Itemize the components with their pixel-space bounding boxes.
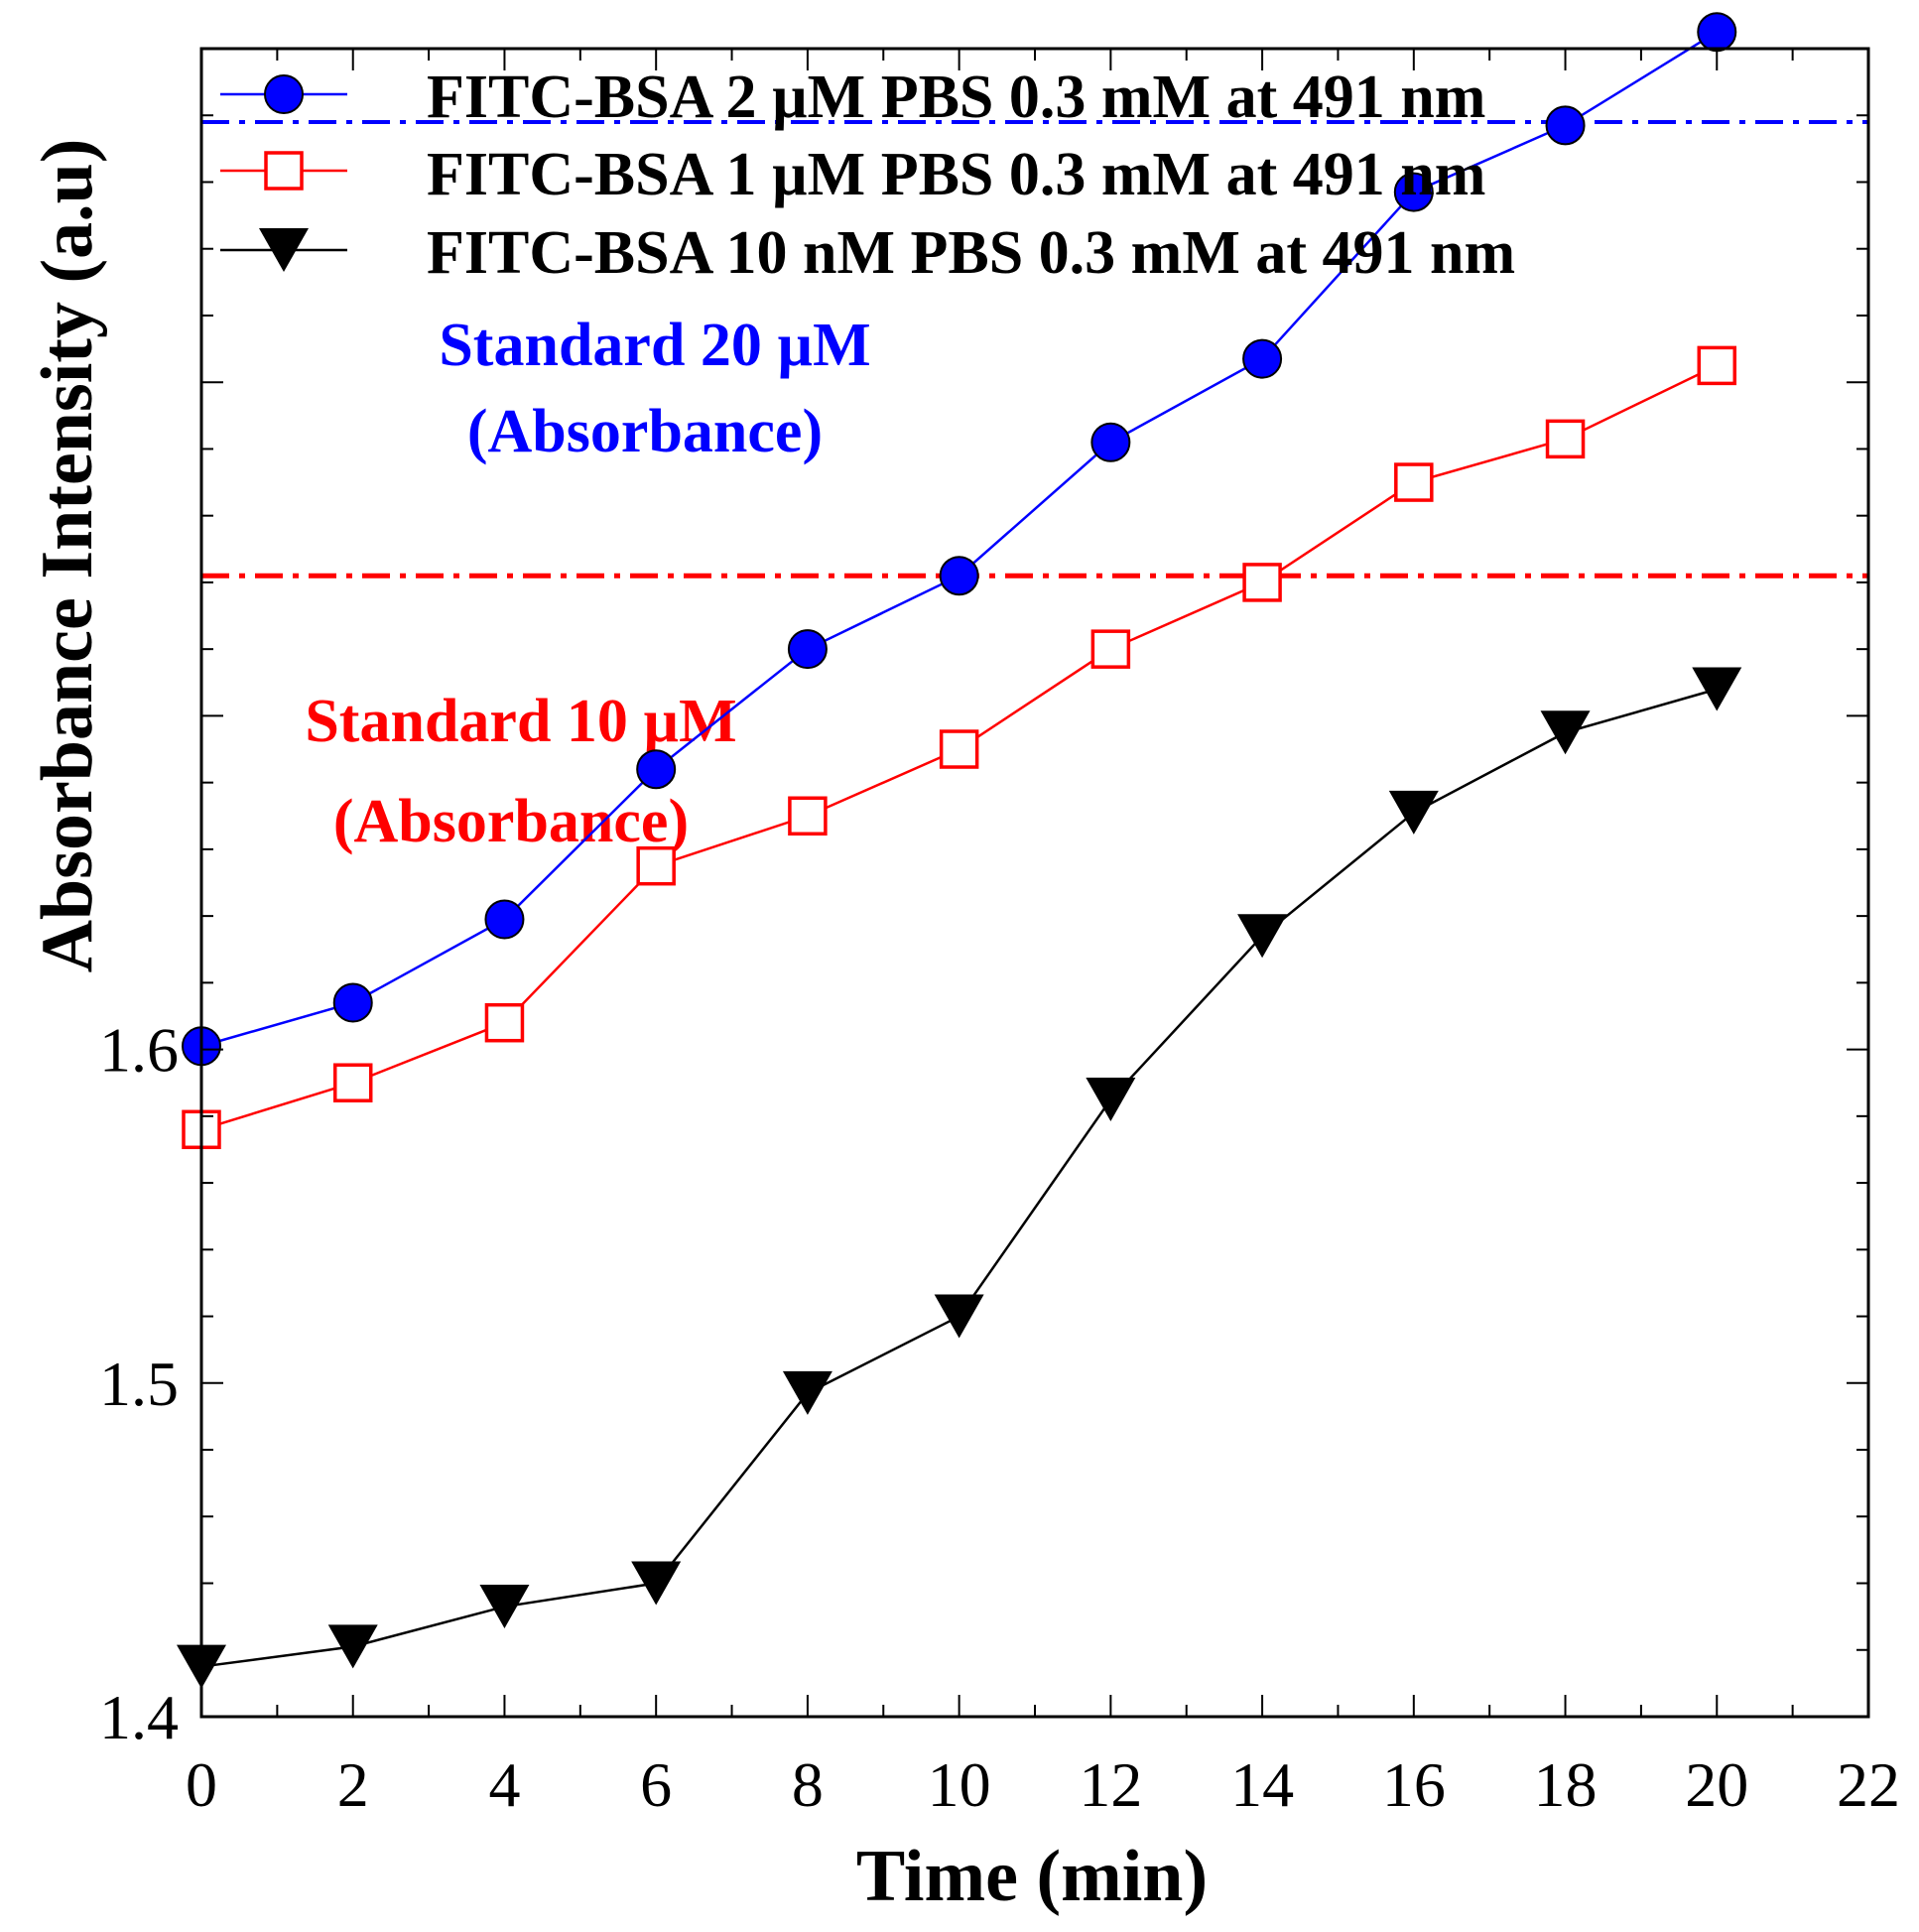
series-1-point: [484, 899, 525, 940]
series-2-point: [788, 796, 828, 837]
x-tick-label: 6: [640, 1749, 672, 1820]
series-2-point: [636, 845, 676, 886]
x-tick-label: 2: [337, 1749, 369, 1820]
x-ticks: [200, 49, 1869, 1717]
series-2-point: [1545, 419, 1586, 459]
y-axis-title: Absorbance Intensity (a.u): [27, 139, 108, 973]
series-1-point: [332, 982, 373, 1023]
series-3-point: [1388, 790, 1439, 835]
series-3-point: [934, 1294, 984, 1339]
legend-label-series-1: FITC-BSA 2 µM PBS 0.3 mM at 491 nm: [427, 64, 1485, 131]
series-3-point: [1237, 914, 1288, 959]
plot-frame: [199, 47, 1870, 1719]
series-3-point: [631, 1561, 682, 1606]
series-2-point: [484, 1002, 525, 1043]
x-tick-label: 12: [1079, 1749, 1142, 1820]
ref-20-label-line1: Standard 20 µM: [439, 312, 870, 379]
legend-label-series-3: FITC-BSA 10 nM PBS 0.3 mM at 491 nm: [427, 219, 1515, 287]
y-tick-labels: 1.4 1.5 1.6: [99, 1015, 179, 1752]
x-tick-label: 8: [792, 1749, 824, 1820]
legend-markers: [259, 74, 309, 272]
y-tick-label: 1.4: [99, 1682, 179, 1752]
y-tick-label: 1.6: [99, 1015, 179, 1086]
series-2-point: [1242, 563, 1282, 602]
series-3-point: [327, 1624, 378, 1669]
y-tick-label: 1.5: [99, 1349, 179, 1419]
series-2-point: [1090, 629, 1131, 669]
series-1-point: [636, 749, 677, 790]
x-tick-label: 18: [1534, 1749, 1598, 1820]
axes: 0 2 4 6 8 10 12 14 16 18 20 22 1.4 1.5 1.6: [99, 47, 1900, 1820]
x-tick-label: 20: [1685, 1749, 1748, 1820]
reference-lines: [201, 119, 1868, 579]
x-tick-label: 14: [1230, 1749, 1294, 1820]
series-2-point: [332, 1063, 373, 1102]
series-1-point: [1545, 105, 1586, 146]
series-1-point: [1697, 12, 1737, 53]
x-tick-label: 0: [186, 1749, 217, 1820]
series-1-point: [1090, 422, 1131, 462]
x-tick-label: 4: [488, 1749, 520, 1820]
series-1-point: [787, 629, 828, 670]
series-layer: [177, 12, 1742, 1689]
series-2-point: [1394, 462, 1434, 502]
series-1-point: [1393, 172, 1434, 212]
series-3-point: [1692, 667, 1742, 711]
series-3-point: [479, 1585, 530, 1629]
x-axis-title: Time (min): [856, 1836, 1208, 1917]
legend-marker-series-3: [259, 228, 309, 272]
y-ticks: [201, 48, 1868, 1718]
legend-marker-series-1: [264, 74, 304, 114]
series-2-point: [1697, 345, 1737, 386]
legend-marker-series-2: [264, 151, 304, 191]
ref-10-label-line1: Standard 10 µM: [305, 688, 736, 755]
x-tick-labels: 0 2 4 6 8 10 12 14 16 18 20 22: [186, 1749, 1900, 1820]
legend-label-series-2: FITC-BSA 1 µM PBS 0.3 mM at 491 nm: [427, 141, 1485, 208]
reference-labels: Standard 20 µM (Absorbance) Standard 10 …: [305, 312, 870, 855]
series-3-point: [1086, 1078, 1136, 1122]
x-tick-label: 10: [928, 1749, 991, 1820]
series-1-point: [939, 556, 979, 596]
series-1-point: [1242, 338, 1283, 379]
ref-10-label-line2: (Absorbance): [333, 788, 689, 855]
ref-20-label-line2: (Absorbance): [467, 398, 823, 465]
legend: FITC-BSA 2 µM PBS 0.3 mM at 491 nm FITC-…: [220, 64, 1515, 287]
series-3-point: [1540, 710, 1591, 755]
series-3-point: [782, 1370, 832, 1415]
x-tick-label: 16: [1382, 1749, 1446, 1820]
x-tick-label: 22: [1837, 1749, 1900, 1820]
series-2-point: [939, 729, 979, 769]
